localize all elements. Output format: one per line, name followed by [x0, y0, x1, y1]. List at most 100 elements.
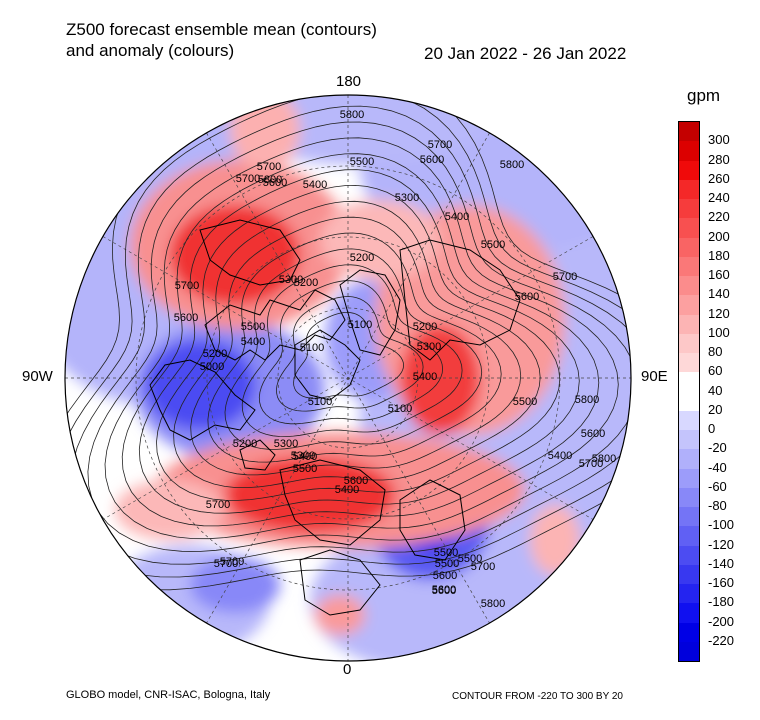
longitude-label-90w: 90W [22, 368, 53, 385]
contour-label: 5700 [428, 139, 452, 151]
contour-label: 5400 [241, 336, 265, 348]
forecast-date-range: 20 Jan 2022 - 26 Jan 2022 [424, 44, 627, 63]
contour-label: 5200 [413, 321, 437, 333]
coastline [399, 479, 466, 561]
contour-label: 5300 [274, 438, 298, 450]
meridian-line [102, 236, 594, 520]
colorbar-segment [679, 353, 699, 373]
contour-label: 5700 [175, 280, 199, 292]
contour-label: 5100 [388, 403, 412, 415]
contour-label: 5600 [515, 291, 539, 303]
contour-label: 5600 [420, 154, 444, 166]
height-contour [87, 121, 631, 552]
contour-label: 5300 [291, 450, 315, 462]
contour-label: 5000 [200, 361, 224, 373]
height-contour [224, 248, 483, 450]
anomaly-blob [530, 505, 580, 575]
contour-label: 5800 [258, 174, 282, 186]
colorbar-tick-label: 240 [708, 190, 730, 205]
colorbar-segment [679, 295, 699, 315]
anomaly-blob [145, 340, 255, 430]
height-contour [275, 296, 424, 412]
colorbar-tick-label: 260 [708, 170, 730, 186]
colorbar-tick-label: 40 [708, 382, 723, 398]
coastline [239, 439, 276, 471]
map-boundary [64, 94, 632, 662]
coastline [299, 549, 381, 616]
coastline [339, 269, 401, 356]
contour-label: 5600 [433, 570, 457, 582]
contour-label: 5800 [592, 453, 616, 465]
colorbar-segment [679, 564, 699, 584]
colorbar-tick-label: -180 [708, 594, 735, 610]
contour-label: 5100 [300, 342, 324, 354]
longitude-label-0: 0 [343, 661, 352, 678]
colorbar-tick-label: 60 [708, 363, 723, 379]
title-line-2: and anomaly (colours) [66, 41, 235, 60]
contour-label: 5800 [575, 394, 599, 406]
height-contour [190, 216, 522, 476]
coastline [199, 219, 301, 286]
contour-label: 5600 [432, 584, 456, 596]
height-contour [156, 184, 561, 501]
colorbar-segment [679, 641, 699, 661]
anomaly-blob [190, 557, 280, 613]
height-contour [173, 200, 541, 488]
height-contour [65, 95, 631, 591]
height-contours [65, 95, 631, 591]
colorbar-tick-label: -220 [708, 632, 735, 648]
colorbar-segment [679, 449, 699, 469]
coastline [279, 459, 386, 546]
colorbar-segment [679, 603, 699, 623]
contour-label: 5700 [236, 173, 260, 185]
coastline [204, 289, 346, 361]
colorbar-segment [679, 526, 699, 546]
colorbar-segment [679, 218, 699, 238]
contour-label: 5500 [458, 553, 482, 565]
colorbar-tick-label: -80 [708, 498, 727, 513]
contour-label: 5700 [220, 556, 244, 568]
colorbar-segment [679, 391, 699, 411]
height-contour [258, 280, 444, 425]
contour-label: 5700 [257, 161, 281, 173]
colorbar-segment [679, 584, 699, 604]
colorbar-segment [679, 622, 699, 642]
colorbar-segment [679, 410, 699, 430]
contour-label: 5600 [344, 475, 368, 487]
colorbar-tick-label: 20 [708, 401, 723, 417]
contour-label: 5500 [513, 396, 537, 408]
colorbar-segment [679, 276, 699, 296]
contour-label: 5200 [233, 438, 257, 450]
contour-label: 5700 [553, 271, 577, 283]
colorbar-tick-label: -100 [708, 517, 735, 533]
contour-label: 5300 [417, 341, 441, 353]
colorbar-segment [679, 179, 699, 199]
contour-label: 5600 [263, 177, 287, 189]
colorbar-tick-label: 120 [708, 305, 730, 321]
contour-label: 5800 [340, 109, 364, 121]
colorbar-segment [679, 314, 699, 334]
colorbar-segment [679, 333, 699, 353]
height-contour [65, 95, 631, 578]
contour-label: 5500 [350, 156, 374, 168]
colorbar-segment [679, 122, 699, 142]
colorbar-tick-label: 100 [708, 324, 730, 340]
colorbar-segment [679, 256, 699, 276]
coastlines [149, 219, 521, 616]
contour-label: 5500 [435, 558, 459, 570]
contour-label: 5500 [434, 547, 458, 559]
colorbar-segment [679, 468, 699, 488]
contour-label: 5500 [481, 239, 505, 251]
colorbar-tick-label: 220 [708, 209, 730, 225]
height-contour [104, 137, 619, 540]
height-contour [70, 105, 631, 565]
colorbar-tick-label: 280 [708, 151, 730, 167]
contour-labels: 5800580057005600550054005300520051005700… [174, 109, 616, 610]
contour-label: 5100 [308, 396, 332, 408]
anomaly-blob [170, 205, 300, 305]
contour-label: 5500 [293, 463, 317, 475]
colorbar-tick-label: 0 [708, 421, 716, 436]
colorbar-segment [679, 507, 699, 527]
colorbar-tick-label: 200 [708, 228, 730, 244]
